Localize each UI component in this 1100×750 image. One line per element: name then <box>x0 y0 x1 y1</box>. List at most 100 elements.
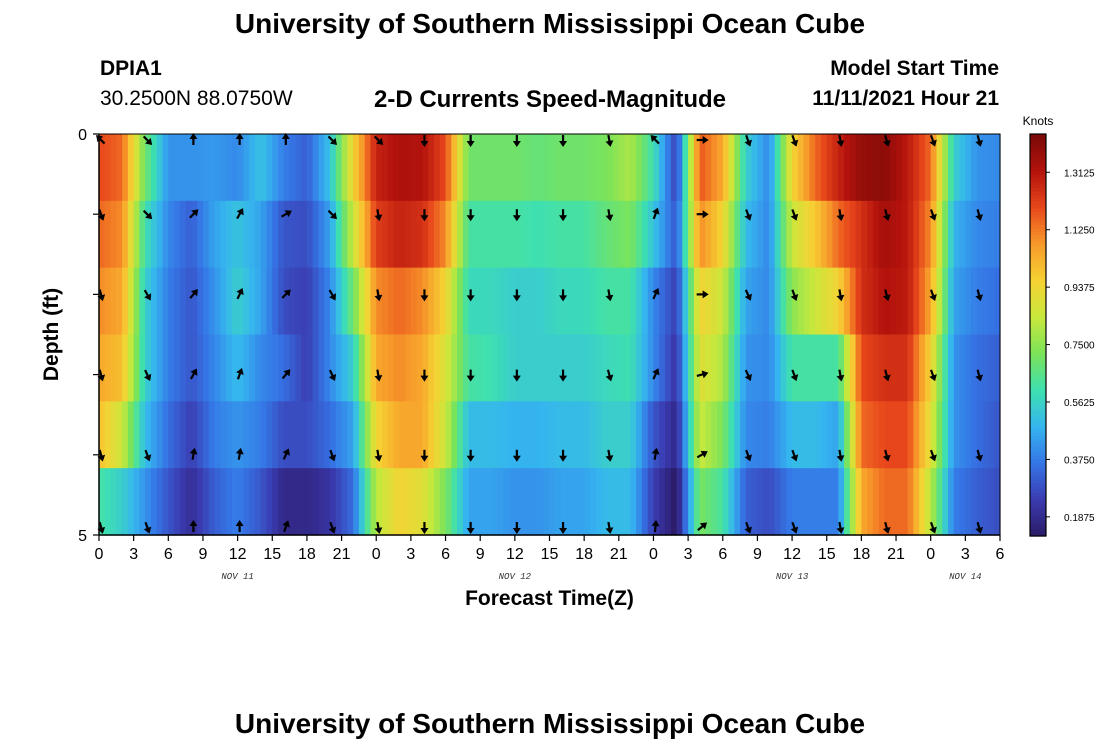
colorbar-segment <box>1030 525 1046 530</box>
heatmap-cell <box>312 200 320 269</box>
colorbar-segment <box>1030 472 1046 477</box>
heatmap-cell <box>266 200 273 269</box>
heatmap-cell <box>318 200 325 269</box>
heatmap-cell <box>942 134 949 202</box>
heatmap-cell <box>99 200 106 269</box>
colorbar-segment <box>1030 301 1046 306</box>
heatmap-cell <box>532 267 539 336</box>
heatmap-cell <box>705 200 712 269</box>
heatmap-cell <box>820 200 828 269</box>
heatmap-cell <box>688 134 695 202</box>
colorbar-segment <box>1030 190 1046 195</box>
colorbar-segment <box>1030 428 1046 433</box>
heatmap-cell <box>734 267 741 336</box>
heatmap-cell <box>439 334 447 402</box>
heatmap-cell <box>693 200 701 269</box>
heatmap-cell <box>387 334 395 402</box>
heatmap-cell <box>260 200 268 269</box>
current-arrow <box>328 369 337 381</box>
heatmap-cell <box>139 468 146 536</box>
heatmap-cell <box>693 134 701 202</box>
heatmap-cell <box>971 267 978 336</box>
heatmap-cell <box>716 200 724 269</box>
heatmap-cell <box>838 267 845 336</box>
heatmap-cell <box>99 134 106 202</box>
current-arrow <box>929 134 937 147</box>
heatmap-cell <box>601 401 608 469</box>
current-arrow <box>929 521 937 534</box>
colorbar-segment <box>1030 318 1046 323</box>
heatmap-cell <box>503 401 510 469</box>
heatmap-cell <box>99 401 106 469</box>
heatmap-cell <box>133 267 141 336</box>
heatmap-cell <box>226 401 233 469</box>
heatmap-cell <box>711 134 718 202</box>
heatmap-cell <box>872 401 880 469</box>
heatmap-cell <box>763 401 770 469</box>
heatmap-cell <box>208 267 216 336</box>
heatmap-cell <box>572 267 579 336</box>
heatmap-cell <box>878 401 886 469</box>
heatmap-cell <box>272 401 279 469</box>
current-arrow <box>651 520 660 533</box>
heatmap-cell <box>792 267 799 336</box>
heatmap-cell <box>589 334 597 402</box>
heatmap-cell <box>226 334 233 402</box>
heatmap-cell <box>445 134 452 202</box>
heatmap-cell <box>653 200 660 269</box>
heatmap-cell <box>382 134 389 202</box>
heatmap-cell <box>110 267 117 336</box>
heatmap-cell <box>243 401 250 469</box>
heatmap-cell <box>405 334 412 402</box>
current-arrow <box>790 449 799 462</box>
heatmap-cell <box>676 267 683 336</box>
heatmap-cell <box>272 200 279 269</box>
colorbar-tick-label: 0.9375 <box>1064 283 1095 294</box>
x-tick-label: 3 <box>406 546 415 563</box>
heatmap-cell <box>116 200 123 269</box>
heatmap-cell <box>451 134 458 202</box>
heatmap-cell <box>116 401 123 469</box>
current-arrow <box>235 133 244 145</box>
heatmap-cell <box>884 334 891 402</box>
current-arrow <box>189 447 198 460</box>
colorbar-segment <box>1030 291 1046 296</box>
heatmap-cell <box>705 401 712 469</box>
heatmap-cell <box>208 401 216 469</box>
colorbar-segment <box>1030 234 1046 239</box>
x-tick-label: 21 <box>610 546 628 563</box>
heatmap-cell <box>491 334 499 402</box>
heatmap-cell <box>913 267 920 336</box>
heatmap-cell <box>254 200 262 269</box>
colorbar-segment <box>1030 204 1046 209</box>
heatmap-cell <box>364 134 372 202</box>
colorbar-segment <box>1030 324 1046 329</box>
heatmap-cell <box>376 401 383 469</box>
heatmap-cell <box>601 267 608 336</box>
heatmap-cell <box>445 334 452 402</box>
current-arrow <box>512 135 521 147</box>
heatmap-cell <box>838 334 845 402</box>
heatmap-cell <box>682 401 689 469</box>
heatmap-cell <box>370 200 377 269</box>
colorbar-segment <box>1030 395 1046 400</box>
heatmap-cell <box>174 401 181 469</box>
heatmap-cell <box>630 134 637 202</box>
current-arrow <box>651 447 660 460</box>
heatmap-cell <box>514 468 522 536</box>
x-tick-label: 18 <box>298 546 316 563</box>
heatmap-cell <box>901 401 909 469</box>
heatmap-cell <box>347 468 354 536</box>
heatmap-cell <box>295 200 302 269</box>
heatmap-cell <box>139 401 146 469</box>
heatmap-cell <box>757 134 764 202</box>
current-arrow <box>466 209 475 222</box>
heatmap-cell <box>480 401 487 469</box>
heatmap-cell <box>428 134 435 202</box>
heatmap-cell <box>289 334 296 402</box>
heatmap-cell <box>745 401 753 469</box>
heatmap-cell <box>982 334 990 402</box>
heatmap-cell <box>260 468 268 536</box>
heatmap-cell <box>208 334 216 402</box>
heatmap-cell <box>139 200 146 269</box>
